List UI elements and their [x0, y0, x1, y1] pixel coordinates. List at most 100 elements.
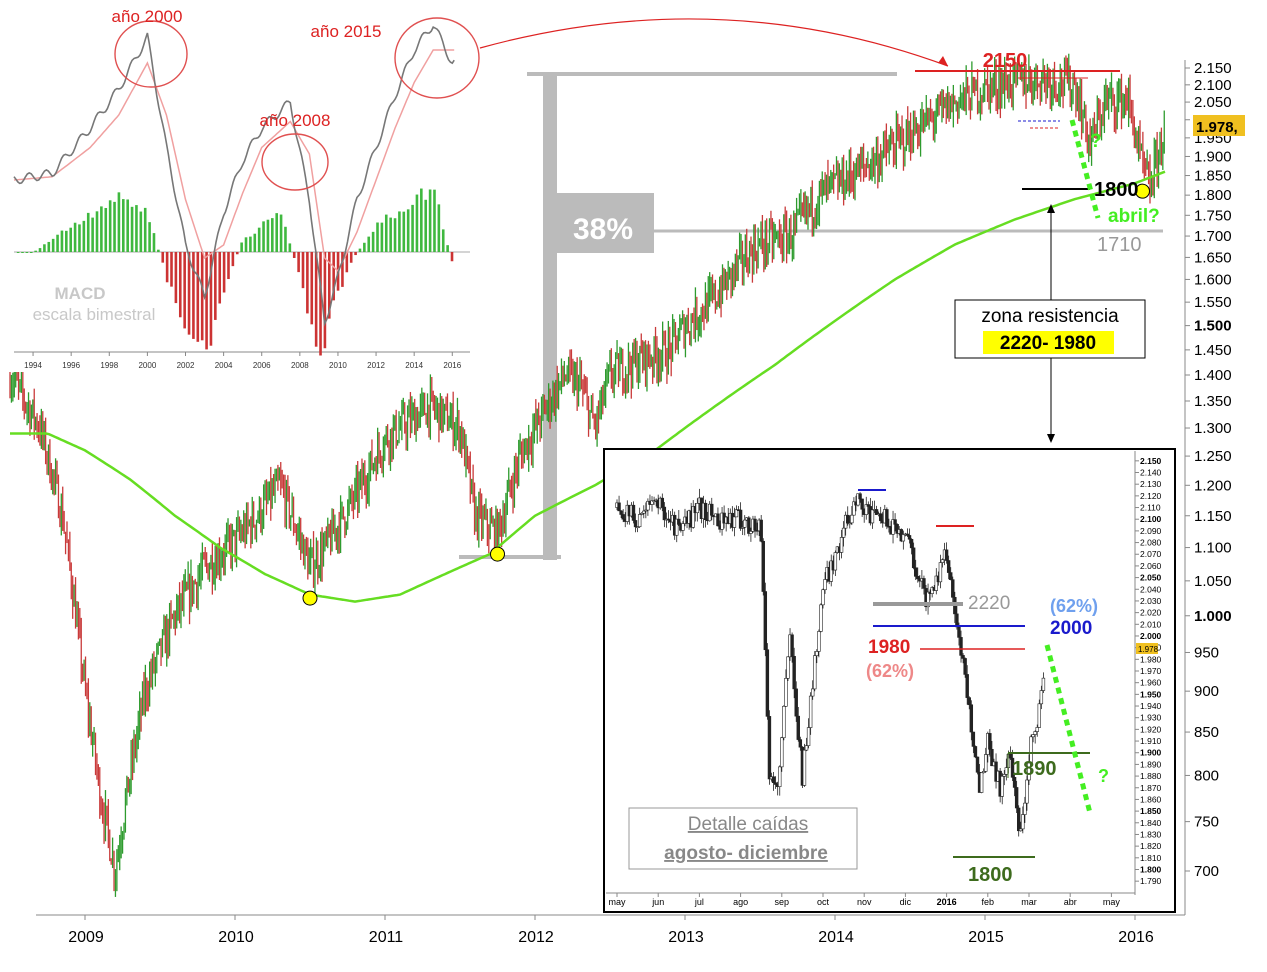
macd-hist-bar: [411, 204, 414, 252]
macd-hist-bar: [301, 252, 305, 289]
detail-y-tick-label: 2.130: [1140, 479, 1162, 489]
detail-candle-body: [749, 531, 753, 534]
detail-candle-body: [1012, 777, 1017, 788]
detail-candle-body: [631, 504, 636, 521]
detail-candle-body: [743, 519, 747, 528]
macd-hist-bar: [34, 250, 37, 252]
detail-y-tick-label: 1.800: [1140, 864, 1162, 874]
projection-dotted-line: [1069, 119, 1101, 219]
macd-x-tick-label: 2000: [138, 361, 156, 370]
detail-candle-body: [1027, 762, 1031, 781]
detail-candle-body: [1041, 677, 1046, 691]
detail-y-tick-label: 2.030: [1140, 596, 1162, 606]
label-2150: 2150: [983, 50, 1028, 72]
macd-hist-bar: [178, 252, 182, 318]
detail-y-tick-label: 1.920: [1140, 724, 1162, 734]
detail-candle-body: [1016, 807, 1021, 832]
detail-y-tick-label: 1.890: [1140, 759, 1162, 769]
detail-candle-body: [808, 695, 813, 728]
main-x-tick-label: 2010: [218, 929, 254, 946]
detail-candle-body: [821, 589, 825, 606]
detail-candle-body: [753, 518, 757, 531]
macd-x-tick-label: 1998: [100, 361, 118, 370]
macd-hist-bar: [161, 252, 165, 263]
macd-hist-bar: [205, 252, 208, 350]
detail-x-tick-label: jul: [694, 897, 704, 907]
macd-hist-bar: [450, 252, 454, 262]
macd-hist-bar: [86, 212, 90, 252]
zona-resistencia-box: zona resistencia 2220- 1980: [954, 204, 1146, 443]
main-y-tick-label: 2.150: [1194, 60, 1232, 77]
macd-hist-bar: [47, 241, 51, 252]
zona-highlight: [983, 331, 1114, 354]
detail-candle-body: [984, 754, 988, 772]
detail-x-tick-label: may: [608, 897, 626, 907]
detail-candle-body: [850, 514, 854, 524]
detail-candle-body: [759, 519, 763, 542]
detail-x-tick-label: feb: [982, 897, 995, 907]
detail-y-tick-label: 2.110: [1140, 503, 1161, 513]
macd-hist-bar: [165, 252, 169, 283]
macd-hist-bar: [196, 252, 200, 342]
macd-hist-bar: [262, 221, 265, 252]
detail-candle-body: [778, 766, 782, 787]
label-1890: 1890: [1012, 758, 1057, 780]
macd-hist-bar: [21, 252, 24, 253]
label-abril: abril?: [1108, 206, 1160, 227]
detail-candle-body: [642, 510, 646, 514]
detail-y-tick-label: 1.870: [1140, 783, 1162, 793]
detail-y-tick-label: 1.910: [1140, 736, 1162, 746]
macd-hist-bar: [433, 189, 436, 252]
macd-hist-bar: [279, 214, 283, 252]
detail-y-tick-label: 2.090: [1140, 526, 1162, 536]
detail-candle-body: [839, 537, 844, 553]
ma-touch-points: [302, 183, 1150, 606]
detail-candle-body: [792, 655, 796, 690]
detail-y-tick-label: 1.830: [1140, 829, 1162, 839]
detail-candle-body: [860, 498, 864, 510]
detail-candle-body: [891, 519, 895, 535]
detail-y-tick-label: 1.820: [1140, 841, 1162, 851]
curved-arrow-head: [938, 56, 948, 66]
detail-x-tick-label: 2016: [937, 897, 957, 907]
detail-candle-body: [675, 518, 679, 536]
macd-hist-bar: [135, 205, 138, 252]
detail-candle-body: [761, 540, 765, 592]
macd-hist-bar: [104, 207, 108, 252]
detail-candle-body: [644, 509, 648, 512]
detail-candle-body: [961, 655, 965, 659]
macd-hist-bar: [100, 206, 103, 252]
macd-hist-bar: [266, 219, 270, 252]
main-y-tick-label: 1.000: [1194, 608, 1232, 625]
label-ano-2015: año 2015: [311, 22, 382, 41]
main-y-tick-label: 1.800: [1194, 187, 1232, 204]
macd-inset: 1994 1996 1998 2000 2002 2004 2006 2008 2010 2012…: [8, 0, 480, 372]
detail-candle-body: [734, 509, 739, 518]
detail-candle-body: [916, 576, 920, 580]
detail-candle-body: [846, 514, 850, 524]
main-y-tick-label: 1.900: [1194, 148, 1232, 165]
main-x-tick-label: 2014: [818, 929, 854, 946]
detail-y-tick-label: 2.010: [1140, 619, 1162, 629]
detail-candle-body: [1000, 776, 1004, 797]
main-y-tick-label: 1.450: [1194, 342, 1232, 359]
detail-candle-body: [666, 518, 671, 521]
detail-candle-body: [829, 560, 833, 582]
detail-candle-body: [738, 509, 743, 529]
detail-candle-body: [660, 497, 665, 508]
macd-hist-bar: [319, 252, 322, 356]
macd-x-tick-label: 2008: [291, 361, 309, 370]
macd-hist-bar: [69, 227, 73, 252]
detalle-box: [628, 807, 858, 870]
current-price-value: 1.978,: [1196, 119, 1238, 136]
detail-candle-body: [806, 727, 811, 746]
detail-x-tick-label: nov: [857, 897, 872, 907]
moving-average-line: [10, 170, 1166, 603]
macd-hist-bar: [174, 252, 178, 304]
macd-hist-bar: [288, 243, 292, 252]
detail-x-tick-label: sep: [775, 897, 790, 907]
macd-hist-bar: [187, 252, 191, 335]
detail-candle-body: [695, 503, 700, 514]
